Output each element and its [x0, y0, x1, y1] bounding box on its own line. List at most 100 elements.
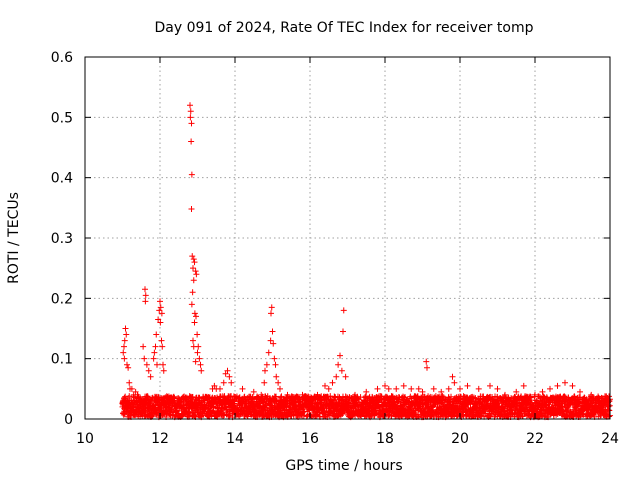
data-point: [258, 391, 265, 398]
data-point: [271, 355, 278, 362]
data-point: [580, 403, 587, 410]
data-point: [438, 388, 445, 395]
data-point: [211, 382, 218, 389]
data-point: [194, 349, 201, 356]
data-point: [322, 382, 328, 389]
data-point: [337, 352, 343, 359]
y-tick-label: 0.1: [51, 352, 73, 368]
data-point: [262, 367, 268, 374]
grid: [85, 57, 610, 419]
data-point: [142, 286, 148, 293]
data-point: [209, 385, 216, 392]
data-point: [385, 385, 392, 392]
data-point: [415, 385, 422, 392]
data-point: [269, 328, 276, 335]
data-point: [190, 337, 196, 344]
data-point: [299, 391, 306, 398]
data-point: [175, 397, 182, 404]
data-point: [547, 385, 553, 392]
data-point: [128, 385, 135, 392]
y-tick-label: 0.3: [51, 231, 73, 247]
x-tick-label: 12: [151, 431, 169, 447]
data-point: [400, 382, 407, 389]
data-point: [475, 385, 482, 392]
data-point: [190, 277, 197, 284]
data-point: [188, 206, 195, 213]
data-point: [487, 382, 493, 389]
data-point: [430, 385, 437, 392]
data-point: [160, 361, 166, 368]
data-point: [338, 367, 345, 374]
data-point: [134, 391, 141, 398]
data-point: [535, 403, 542, 410]
data-point: [142, 292, 149, 299]
data-point: [195, 343, 202, 350]
data-point: [344, 403, 351, 410]
data-point: [120, 349, 127, 356]
data-point: [359, 406, 366, 413]
data-point: [520, 382, 527, 389]
data-point: [145, 367, 152, 374]
data-point: [389, 403, 396, 410]
data-point: [153, 410, 160, 417]
data-point: [340, 307, 347, 314]
data-point: [419, 388, 426, 395]
data-point: [154, 361, 160, 368]
data-point: [160, 367, 167, 374]
data-point: [606, 407, 613, 414]
x-axis-label: GPS time / hours: [285, 458, 402, 474]
data-point: [325, 385, 332, 392]
data-point: [263, 361, 270, 368]
data-point: [464, 382, 471, 389]
data-point: [193, 313, 199, 320]
data-point: [382, 382, 388, 389]
data-point: [318, 403, 325, 410]
data-point: [147, 373, 154, 380]
data-point: [154, 409, 161, 416]
data-point: [159, 343, 166, 350]
data-point: [157, 298, 163, 305]
data-point: [408, 385, 415, 392]
data-point: [335, 361, 342, 368]
data-point: [487, 412, 494, 419]
data-point: [513, 388, 520, 395]
data-point: [438, 400, 445, 407]
data-point: [188, 120, 195, 127]
data-point: [473, 399, 480, 406]
data-point: [329, 379, 336, 386]
data-point: [498, 403, 505, 410]
data-point: [239, 385, 246, 392]
data-point: [189, 289, 196, 296]
data-point: [138, 397, 145, 404]
data-point: [345, 399, 352, 406]
data-point: [247, 400, 253, 407]
data-point: [143, 361, 150, 368]
data-point: [539, 388, 546, 395]
data-point: [122, 325, 129, 332]
data-point: [155, 316, 162, 323]
data-point: [192, 268, 199, 275]
data-point: [157, 304, 164, 311]
data-point: [190, 256, 197, 263]
data-point: [205, 400, 212, 407]
chart-title: Day 091 of 2024, Rate Of TEC Index for r…: [155, 20, 534, 36]
data-point: [187, 108, 194, 115]
data-point: [156, 307, 163, 314]
x-tick-label: 16: [301, 431, 319, 447]
data-point: [158, 310, 165, 317]
x-tick-label: 10: [76, 431, 94, 447]
data-point: [152, 343, 159, 350]
data-point: [340, 328, 346, 335]
data-point: [532, 391, 538, 398]
data-point: [268, 304, 275, 311]
data-point: [121, 337, 128, 344]
data-point: [284, 391, 291, 398]
x-tick-label: 18: [376, 431, 394, 447]
data-point: [187, 102, 193, 109]
data-point: [605, 413, 612, 420]
data-point: [189, 253, 196, 260]
data-point: [412, 400, 418, 407]
data-point: [313, 412, 320, 419]
x-tick-labels: 10 12 14 16 18 20 22 24: [76, 431, 619, 447]
